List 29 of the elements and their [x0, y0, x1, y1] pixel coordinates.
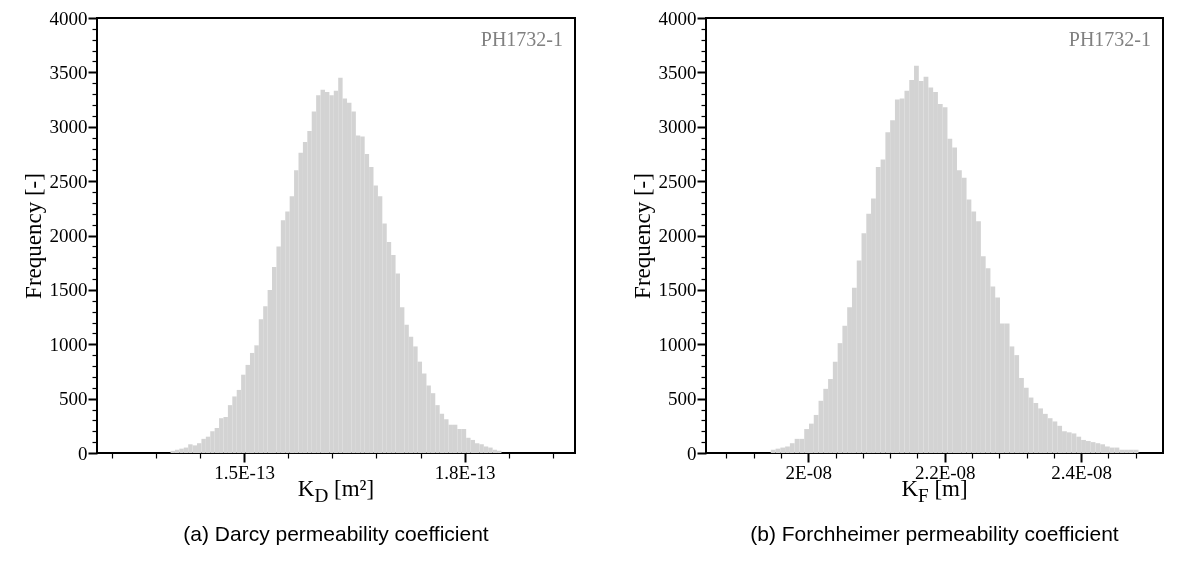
y-tick-label: 1000 — [658, 333, 697, 355]
annotation: PH1732-1 — [480, 28, 563, 50]
text: (a) Darcy permeability coefficient — [182, 522, 490, 546]
y-tick-label: 4000 — [49, 7, 88, 29]
y-tick-label: 3500 — [49, 61, 88, 83]
y-tick-label: 2500 — [49, 170, 88, 192]
y-axis-title: Frequency [-] — [629, 173, 655, 299]
y-tick-label: 1500 — [49, 279, 88, 301]
x-tick-label: 2.4E-08 — [1051, 461, 1112, 483]
y-tick-label: 2000 — [49, 225, 88, 246]
text: (b) Forchheimer permeability coefficient — [749, 522, 1120, 546]
y-tick-label: 500 — [668, 388, 697, 410]
y-tick-label: 1000 — [49, 333, 88, 355]
x-tick-label: 1.5E-13 — [214, 461, 275, 483]
y-tick-label: 2000 — [658, 225, 697, 246]
y-tick-label: 0 — [78, 442, 88, 464]
y-tick-label: 3500 — [658, 61, 697, 83]
x-tick-label: 1.8E-13 — [434, 461, 496, 483]
x-tick-label: 2E-08 — [785, 461, 833, 483]
y-tick-label: 1500 — [658, 279, 697, 301]
y-tick-label: 4000 — [658, 7, 697, 29]
annotation: PH1732-1 — [1068, 28, 1151, 50]
y-tick-label: 2500 — [658, 170, 697, 192]
y-tick-label: 500 — [59, 388, 88, 410]
y-tick-label: 0 — [687, 442, 697, 464]
y-tick-label: 3000 — [658, 116, 697, 138]
x-axis-title: K$_{D}$ [m²] — [297, 476, 375, 506]
y-tick-label: 3000 — [49, 116, 88, 138]
y-axis-title: Frequency [-] — [20, 173, 46, 299]
